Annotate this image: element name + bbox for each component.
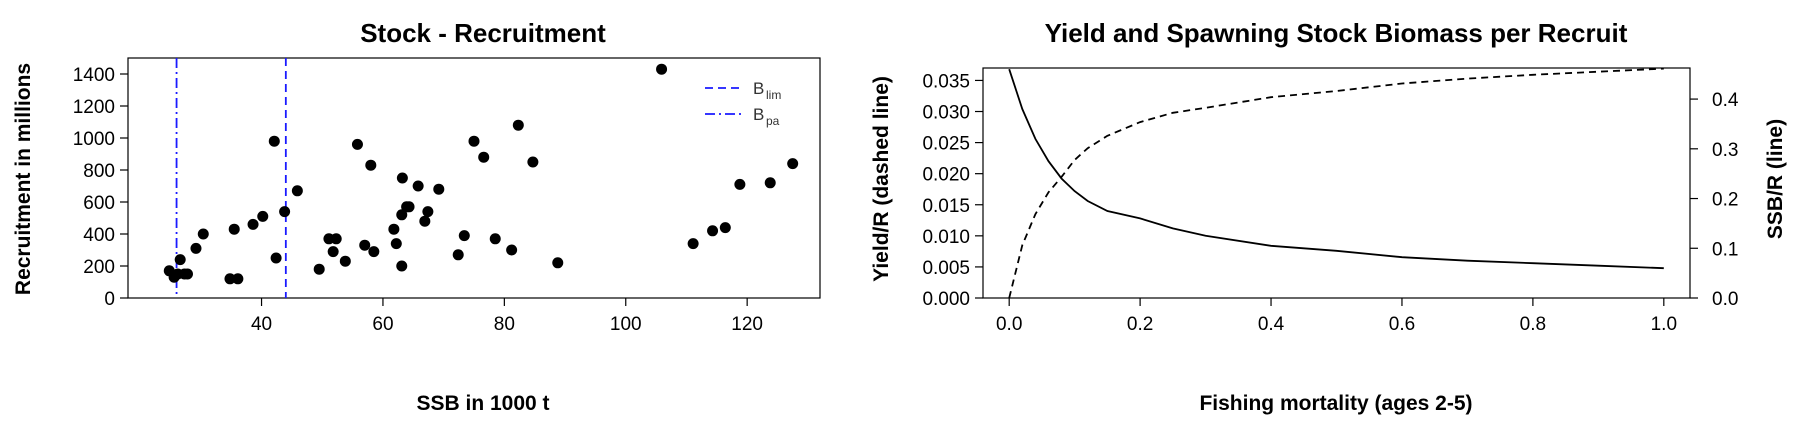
chart1-data-point bbox=[388, 223, 400, 235]
chart1-data-point bbox=[390, 238, 402, 250]
chart2-plot-frame bbox=[982, 67, 1691, 299]
chart1-data-point bbox=[327, 246, 339, 258]
chart1-data-point bbox=[422, 206, 434, 218]
chart1-data-point bbox=[527, 156, 539, 168]
chart1-data-point bbox=[257, 210, 269, 222]
chart1-data-point bbox=[764, 177, 776, 189]
chart1-data-point bbox=[228, 223, 240, 235]
chart1-x-tick-label: 120 bbox=[731, 314, 763, 335]
chart1-data-point bbox=[232, 273, 244, 285]
chart1-plot-frame bbox=[127, 57, 821, 299]
chart1-y-tick-label: 1000 bbox=[73, 129, 115, 150]
chart1-data-point bbox=[396, 172, 408, 184]
chart1-data-point bbox=[468, 135, 480, 147]
chart1-x-axis-label: SSB in 1000 t bbox=[416, 392, 549, 415]
chart2-x-tick-label: 1.0 bbox=[1651, 314, 1677, 335]
chart1-y-tick-label: 200 bbox=[83, 257, 115, 278]
chart1-data-point bbox=[734, 178, 746, 190]
chart1-legend-sublabel-pa: pa bbox=[766, 114, 780, 128]
chart2-y-left-tick-label: 0.035 bbox=[922, 71, 970, 92]
chart1-data-point bbox=[351, 138, 363, 150]
chart1-title: Stock - Recruitment bbox=[360, 18, 606, 48]
chart2-x-axis-label: Fishing mortality (ages 2-5) bbox=[1199, 392, 1472, 415]
chart1-x-tick-label: 40 bbox=[251, 314, 272, 335]
chart1-data-point bbox=[433, 183, 445, 195]
chart1-data-point bbox=[181, 268, 193, 280]
chart1-data-point bbox=[506, 244, 518, 256]
chart2-y-left-tick-label: 0.010 bbox=[922, 227, 970, 248]
chart1-data-point bbox=[174, 254, 186, 266]
chart1-data-point bbox=[270, 252, 282, 264]
chart1-data-point bbox=[719, 222, 731, 234]
chart1-y-tick-label: 1400 bbox=[73, 65, 115, 86]
chart1-y-axis-label: Recruitment in millions bbox=[12, 63, 35, 295]
chart2-y-left-tick-label: 0.020 bbox=[922, 165, 970, 186]
chart1-data-point bbox=[247, 218, 259, 230]
chart1-data-point bbox=[478, 151, 490, 163]
chart2-y-left-tick-label: 0.025 bbox=[922, 134, 970, 155]
chart2-series-ssb-per-recruit bbox=[1008, 68, 1664, 270]
chart1-data-point bbox=[279, 206, 291, 218]
chart1-y-tick-label: 800 bbox=[83, 161, 115, 182]
chart1-data-point bbox=[552, 257, 564, 269]
chart1-data-point bbox=[365, 159, 377, 171]
chart1-data-point bbox=[396, 209, 408, 221]
chart1-x-tick-label: 60 bbox=[372, 314, 393, 335]
chart1-y-tick-label: 400 bbox=[83, 225, 115, 246]
chart1-data-point bbox=[396, 260, 408, 272]
chart1-data-point bbox=[512, 119, 524, 131]
chart1-data-point bbox=[419, 215, 431, 227]
chart1-legend-label-pa: B bbox=[753, 105, 764, 124]
chart2-y-right-tick-label: 0.2 bbox=[1712, 190, 1738, 211]
chart2-y-right-tick-label: 0.3 bbox=[1712, 140, 1738, 161]
chart1-data-point bbox=[489, 233, 501, 245]
chart1-data-point bbox=[339, 255, 351, 267]
chart1-legend-sublabel-lim: lim bbox=[766, 88, 781, 102]
chart1-data-point bbox=[707, 225, 719, 237]
chart1-data-point bbox=[687, 238, 699, 250]
chart1-x-tick-label: 100 bbox=[610, 314, 642, 335]
chart1-data-point bbox=[452, 249, 464, 261]
chart1-data-point bbox=[313, 263, 325, 275]
chart2-y-right-tick-label: 0.1 bbox=[1712, 239, 1738, 260]
chart2-y-left-tick-label: 0.030 bbox=[922, 103, 970, 124]
chart1-data-point bbox=[359, 239, 371, 251]
chart1-data-point bbox=[291, 185, 303, 197]
chart1-data-point bbox=[190, 242, 202, 254]
chart1-data-point bbox=[787, 158, 799, 170]
chart2-x-tick-label: 0.0 bbox=[996, 314, 1022, 335]
chart1-legend-label-lim: B bbox=[753, 79, 764, 98]
chart2-y-left-label: Yield/R (dashed line) bbox=[870, 76, 893, 282]
chart1-y-tick-label: 0 bbox=[104, 289, 115, 310]
chart1-y-tick-label: 1200 bbox=[73, 97, 115, 118]
chart1-data-point bbox=[368, 246, 380, 258]
chart2-y-right-tick-label: 0.4 bbox=[1712, 90, 1739, 111]
chart2-y-right-tick-label: 0.0 bbox=[1712, 289, 1738, 310]
chart1-data-point bbox=[458, 230, 470, 242]
chart2-series-yield-per-recruit bbox=[1008, 67, 1664, 299]
chart2-title: Yield and Spawning Stock Biomass per Rec… bbox=[1045, 18, 1628, 48]
chart1-data-point bbox=[656, 63, 668, 75]
chart1-y-tick-label: 600 bbox=[83, 193, 115, 214]
chart1-data-point bbox=[330, 233, 342, 245]
chart2-x-tick-label: 0.4 bbox=[1258, 314, 1285, 335]
chart1-data-point bbox=[268, 135, 280, 147]
chart2-y-left-tick-label: 0.000 bbox=[922, 289, 970, 310]
chart1-data-point bbox=[412, 180, 424, 192]
chart2-x-tick-label: 0.6 bbox=[1389, 314, 1415, 335]
chart2-y-left-tick-label: 0.015 bbox=[922, 196, 970, 217]
chart2-y-right-label: SSB/R (line) bbox=[1764, 119, 1787, 239]
chart1-data-point bbox=[403, 201, 415, 213]
chart1-data-point bbox=[224, 273, 236, 285]
chart1-x-tick-label: 80 bbox=[494, 314, 515, 335]
chart1-data-point bbox=[197, 228, 209, 240]
chart2-y-left-tick-label: 0.005 bbox=[922, 258, 970, 279]
chart2-x-tick-label: 0.2 bbox=[1127, 314, 1153, 335]
chart2-x-tick-label: 0.8 bbox=[1520, 314, 1546, 335]
